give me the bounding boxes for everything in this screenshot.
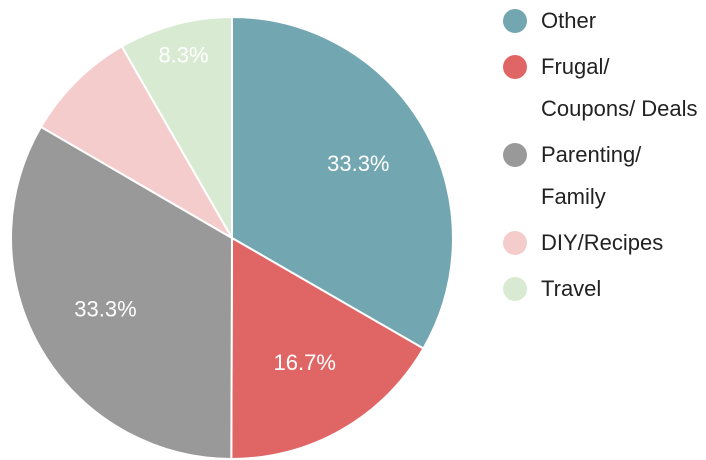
- legend-label: Travel: [541, 276, 602, 301]
- legend-swatch: [503, 277, 527, 301]
- legend-swatch: [503, 9, 527, 33]
- data-label: 33.3%: [74, 296, 136, 321]
- legend-swatch: [503, 231, 527, 255]
- data-label: 8.3%: [158, 42, 208, 67]
- legend-item: Other: [503, 0, 706, 42]
- pie-chart: 33.3% 16.7% 33.3% 8.3%: [10, 15, 454, 460]
- legend-label: Parenting/ Family: [541, 142, 642, 209]
- legend-swatch: [503, 55, 527, 79]
- legend-item: Frugal/ Coupons/ Deals: [503, 46, 706, 130]
- pie-slice: [230, 236, 425, 460]
- legend-label: DIY/Recipes: [541, 230, 664, 255]
- pie-slice: [39, 45, 235, 241]
- pie-slice: [120, 15, 233, 242]
- data-label: 33.3%: [327, 151, 389, 176]
- pie-slice: [10, 125, 234, 460]
- legend-item: Travel: [503, 268, 706, 310]
- legend-label: Frugal/ Coupons/ Deals: [541, 54, 698, 121]
- legend-item: DIY/Recipes: [503, 222, 706, 264]
- legend-label: Other: [541, 8, 597, 33]
- pie-slice: [231, 15, 454, 350]
- legend: Other Frugal/ Coupons/ Deals Parenting/ Fa…: [503, 0, 706, 310]
- legend-item: Parenting/ Family: [503, 134, 706, 218]
- legend-swatch: [503, 143, 527, 167]
- data-label: 16.7%: [274, 350, 336, 375]
